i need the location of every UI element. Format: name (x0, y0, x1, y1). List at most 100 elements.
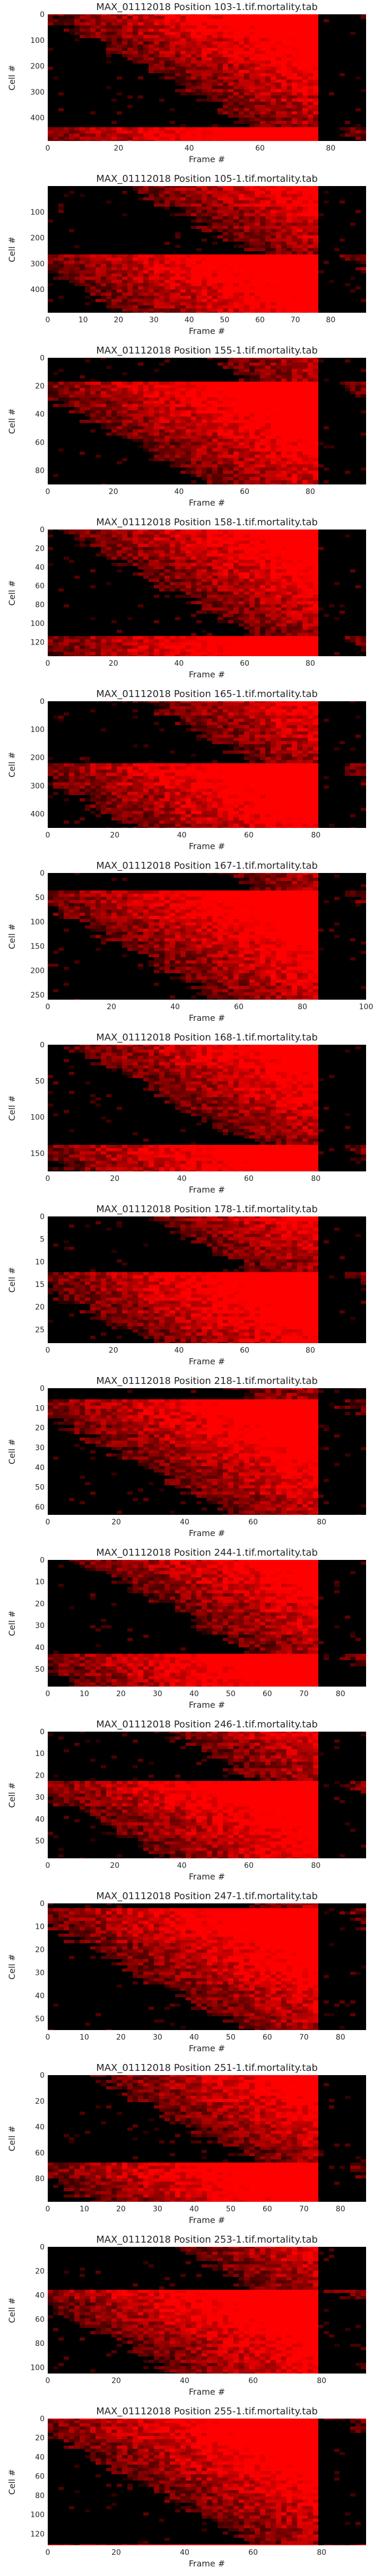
x-tick-label: 20 (107, 1003, 116, 1011)
heatmap-panel: MAX_01112018 Position 251-1.tif.mortalit… (7, 2062, 366, 2225)
panel-title: MAX_01112018 Position 253-1.tif.mortalit… (96, 2234, 318, 2245)
y-axis-label: Cell # (7, 752, 17, 777)
x-tick-label: 30 (153, 2033, 162, 2042)
x-tick-label: 60 (255, 144, 265, 153)
x-tick-label: 80 (306, 1346, 315, 1355)
y-tick-label: 40 (35, 1644, 45, 1652)
x-tick-label: 60 (240, 488, 249, 496)
y-tick-label: 100 (30, 2511, 45, 2519)
y-axis-label: Cell # (7, 2297, 17, 2323)
x-tick-label: 20 (111, 1518, 121, 1527)
x-tick-label: 0 (46, 1690, 50, 1698)
x-tick-label: 80 (311, 1175, 320, 1183)
x-tick-label: 80 (311, 1862, 320, 1870)
panel-title: MAX_01112018 Position 103-1.tif.mortalit… (96, 2, 318, 13)
x-tick-label: 40 (175, 1346, 184, 1355)
x-tick-label: 80 (298, 1003, 307, 1011)
y-tick-label: 10 (35, 1750, 45, 1758)
x-tick-label: 10 (80, 2033, 89, 2042)
y-tick-label: 40 (35, 1815, 45, 1824)
panel-title: MAX_01112018 Position 255-1.tif.mortalit… (96, 2406, 318, 2417)
panel-title: MAX_01112018 Position 167-1.tif.mortalit… (96, 860, 318, 871)
y-tick-label: 120 (30, 2530, 45, 2538)
x-tick-label: 60 (248, 2377, 258, 2385)
y-tick-label: 0 (40, 354, 45, 363)
panel-title: MAX_01112018 Position 178-1.tif.mortalit… (96, 1204, 318, 1215)
y-tick-label: 0 (40, 1556, 45, 1565)
x-tick-label: 10 (80, 1690, 89, 1698)
x-tick-label: 0 (46, 2205, 50, 2213)
y-tick-label: 0 (40, 698, 45, 706)
y-tick-label: 50 (35, 1665, 45, 1674)
y-axis-label: Cell # (7, 236, 17, 262)
y-tick-label: 400 (30, 286, 45, 294)
x-tick-label: 40 (189, 2205, 199, 2213)
y-tick-label: 0 (40, 2243, 45, 2252)
x-tick-label: 20 (110, 1862, 119, 1870)
heatmap-cells (48, 2419, 366, 2545)
x-tick-label: 20 (114, 316, 123, 324)
panel-title: MAX_01112018 Position 158-1.tif.mortalit… (96, 517, 318, 528)
x-tick-label: 50 (226, 2033, 236, 2042)
x-tick-label: 40 (175, 659, 184, 668)
y-axis-label: Cell # (7, 1267, 17, 1292)
y-tick-label: 10 (35, 1258, 45, 1266)
y-tick-label: 100 (30, 918, 45, 927)
y-tick-label: 0 (40, 1041, 45, 1049)
x-tick-label: 20 (110, 831, 119, 840)
y-tick-label: 60 (35, 2149, 45, 2157)
x-tick-label: 20 (109, 1346, 118, 1355)
y-tick-label: 30 (35, 1444, 45, 1452)
heatmap-panel: MAX_01112018 Position 246-1.tif.mortalit… (7, 1719, 366, 1882)
x-tick-label: 60 (248, 2548, 258, 2557)
y-tick-label: 100 (30, 37, 45, 45)
y-tick-label: 80 (35, 2340, 45, 2348)
y-axis-label: Cell # (7, 580, 17, 605)
y-tick-label: 100 (30, 208, 45, 217)
y-tick-label: 50 (35, 1837, 45, 1846)
y-tick-label: 60 (35, 2316, 45, 2324)
x-tick-label: 20 (109, 659, 118, 668)
x-tick-label: 10 (80, 2205, 89, 2213)
x-tick-label: 60 (263, 2205, 272, 2213)
x-axis-label: Frame # (189, 1185, 225, 1195)
panel-title: MAX_01112018 Position 155-1.tif.mortalit… (96, 345, 318, 356)
y-tick-label: 20 (35, 1303, 45, 1312)
x-tick-label: 60 (263, 1690, 272, 1698)
y-tick-label: 20 (35, 1600, 45, 1608)
y-tick-label: 20 (35, 544, 45, 553)
y-tick-label: 250 (30, 991, 45, 1000)
y-tick-label: 10 (35, 1578, 45, 1586)
y-tick-label: 20 (35, 382, 45, 391)
x-tick-label: 0 (46, 1003, 50, 1011)
x-tick-label: 30 (153, 2205, 162, 2213)
x-axis-label: Frame # (189, 154, 225, 164)
x-axis-label: Frame # (189, 1700, 225, 1710)
x-tick-label: 10 (79, 316, 88, 324)
x-axis-label: Frame # (189, 1528, 225, 1538)
y-tick-label: 15 (35, 1281, 45, 1289)
x-tick-label: 80 (336, 1690, 345, 1698)
x-tick-label: 20 (111, 2548, 121, 2557)
y-tick-label: 50 (35, 1484, 45, 1492)
x-tick-label: 0 (46, 659, 50, 668)
y-tick-label: 40 (35, 1992, 45, 2000)
x-tick-label: 0 (46, 2377, 50, 2385)
heatmap-panel: MAX_01112018 Position 218-1.tif.mortalit… (7, 1375, 366, 1538)
y-tick-label: 40 (35, 563, 45, 572)
y-tick-label: 40 (35, 1463, 45, 1472)
x-axis-label: Frame # (189, 1013, 225, 1023)
y-tick-label: 0 (40, 2071, 45, 2080)
y-tick-label: 80 (35, 466, 45, 475)
y-tick-label: 150 (30, 942, 45, 951)
x-tick-label: 80 (306, 488, 315, 496)
x-tick-label: 50 (226, 2205, 236, 2213)
x-tick-label: 40 (189, 1690, 199, 1698)
x-tick-label: 40 (180, 2377, 189, 2385)
y-axis-label: Cell # (7, 1610, 17, 1636)
x-tick-label: 40 (185, 144, 194, 153)
y-tick-label: 100 (30, 620, 45, 628)
x-tick-label: 20 (111, 2377, 121, 2385)
y-tick-label: 20 (35, 2268, 45, 2276)
heatmap-panel: MAX_01112018 Position 255-1.tif.mortalit… (7, 2406, 366, 2569)
